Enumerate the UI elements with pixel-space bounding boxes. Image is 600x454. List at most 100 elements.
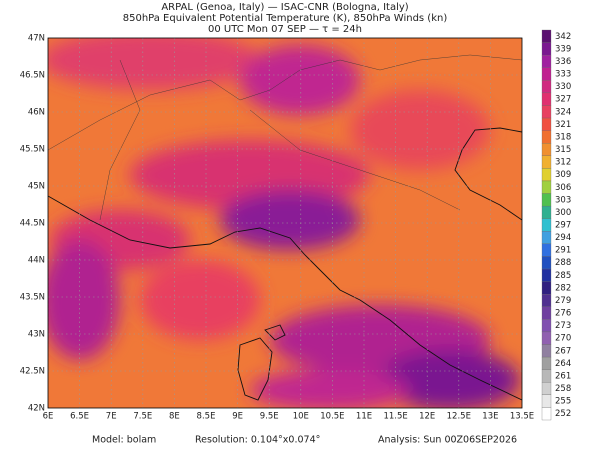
colorbar-cell [541,205,552,219]
lon-tick-label: 7.5E [133,412,152,422]
colorbar-cell [541,67,552,81]
title-line: 00 UTC Mon 07 SEP — τ = 24h [208,24,362,35]
colorbar-label: 252 [555,409,571,419]
lon-tick-label: 8E [169,412,180,422]
lat-tick-label: 42N [28,404,45,414]
colorbar-cell [541,256,552,270]
colorbar-label: 255 [555,397,571,407]
colorbar-label: 315 [555,145,571,155]
colorbar-cell [541,344,552,358]
graticule [48,38,522,408]
title-line: ARPAL (Genoa, Italy) — ISAC-CNR (Bologna… [161,2,408,13]
colorbar-label: 336 [555,57,571,67]
lon-tick-label: 12.5E [447,412,471,422]
footer-resolution: Resolution: 0.104°x0.074° [195,435,320,446]
colorbar-cell [541,243,552,257]
colorbar-label: 273 [555,321,571,331]
colorbar-label: 309 [555,170,571,180]
colorbar-cell [541,231,552,245]
colorbar-cell [541,218,552,232]
colorbar-cell [541,382,552,395]
colorbar-label: 312 [555,158,571,168]
colorbar-label: 342 [555,32,571,42]
colorbar-cell [541,193,552,207]
colorbar-cell [541,356,552,370]
lat-tick-label: 47N [28,34,45,44]
colorbar-cell [541,55,552,68]
lon-tick-label: 6.5E [70,412,89,422]
lon-tick-label: 12E [419,412,435,422]
lat-tick-label: 43.5N [20,293,45,303]
colorbar-label: 333 [555,70,571,80]
colorbar-label: 324 [555,107,571,117]
lat-tick-label: 44N [28,256,45,266]
colorbar-label: 288 [555,258,571,268]
colorbar-cell [541,281,552,295]
lon-tick-label: 10.5E [320,412,344,422]
map-frame [47,37,523,409]
colorbar-cell [541,294,552,307]
colorbar-cell [541,42,552,56]
colorbar-label: 339 [555,44,571,54]
colorbar-cell [541,369,552,383]
colorbar-label: 285 [555,271,571,281]
colorbar-label: 321 [555,120,571,130]
lat-tick-label: 46N [28,108,45,118]
colorbar-label: 276 [555,309,571,319]
colorbar-label: 318 [555,132,571,142]
colorbar-cell [541,80,552,94]
colorbar-cell [541,105,552,119]
colorbar-cell [541,130,552,144]
colorbar-label: 294 [555,233,571,243]
colorbar-label: 300 [555,208,571,218]
lat-tick-label: 42.5N [20,367,45,377]
lon-tick-label: 6E [43,412,54,422]
colorbar-cell [541,268,552,282]
lat-tick-label: 45.5N [20,145,45,155]
lon-tick-label: 8.5E [197,412,216,422]
lat-tick-label: 45N [28,182,45,192]
colorbar-label: 267 [555,346,571,356]
colorbar-label: 303 [555,195,571,205]
lon-tick-label: 11.5E [383,412,407,422]
lon-tick-label: 9.5E [260,412,279,422]
colorbar-cell [541,306,552,320]
lon-tick-label: 13E [482,412,498,422]
colorbar-label: 258 [555,384,571,394]
lon-tick-label: 13.5E [510,412,534,422]
colorbar-label: 297 [555,221,571,231]
field [48,38,522,408]
colorbar-cell [541,117,552,131]
lat-tick-label: 46.5N [20,71,45,81]
lon-tick-label: 9E [232,412,243,422]
colorbar-cell [541,407,552,421]
colorbar-label: 306 [555,183,571,193]
colorbar-cell [541,319,552,333]
colorbar-cell [541,180,552,194]
lon-tick-label: 11E [356,412,372,422]
colorbar-label: 261 [555,371,571,381]
footer-analysis: Analysis: Sun 00Z06SEP2026 [378,435,517,446]
colorbar-cell [541,331,552,345]
colorbar-label: 282 [555,283,571,293]
colorbar-label: 264 [555,359,571,369]
field-blobs [48,38,520,408]
colorbar-label: 279 [555,296,571,306]
colorbar-cell [541,92,552,106]
colorbar-cell [541,143,552,156]
colorbar-cell [541,168,552,182]
colorbar-cell [541,394,552,408]
colorbar-label: 270 [555,334,571,344]
lat-tick-label: 43N [28,330,45,340]
colorbar-label: 330 [555,82,571,92]
lon-tick-label: 10E [293,412,309,422]
title-line: 850hPa Equivalent Potential Temperature … [123,13,448,24]
lat-tick-label: 44.5N [20,219,45,229]
colorbar-cell [541,155,552,169]
lon-tick-label: 7E [106,412,117,422]
footer-model: Model: bolam [92,435,156,446]
borders [48,54,522,221]
colorbar-cell [541,29,552,43]
